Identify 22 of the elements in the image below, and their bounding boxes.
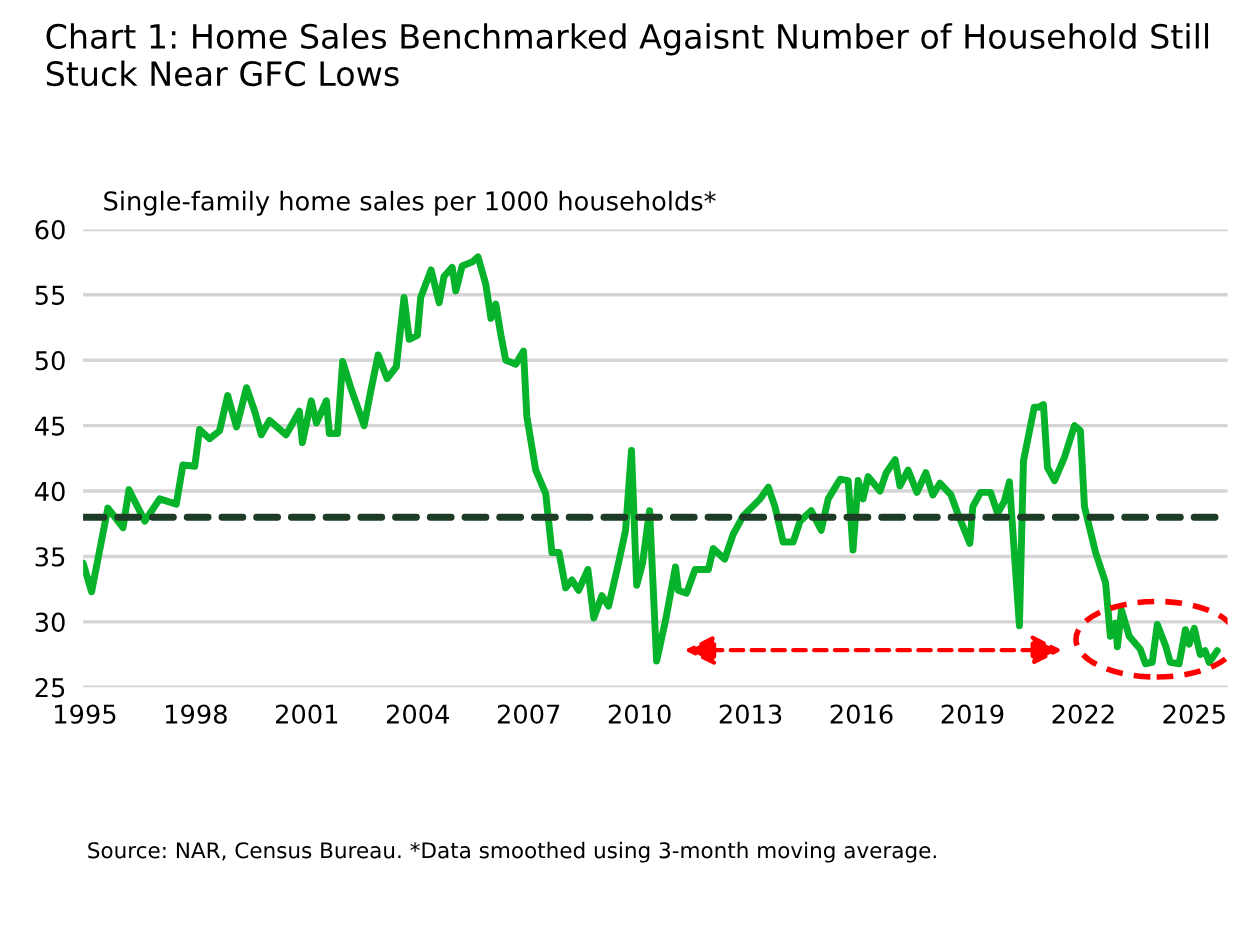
y-axis-title: Single-family home sales per 1000 households*	[104, 190, 716, 216]
x-tick-label: 2001	[275, 704, 338, 724]
x-tick-label: 2022	[1052, 704, 1114, 724]
x-tick-label: 2004	[386, 704, 449, 724]
x-tick-label: 2010	[608, 704, 671, 724]
x-tick-label: 2007	[497, 704, 560, 724]
x-tick-label: 2013	[719, 704, 782, 724]
x-tick-label: 1995	[55, 704, 116, 724]
chart-title: Chart 1: Home Sales Benchmarked Agaisnt Number of Household Still Stuck Near GFC Lows	[46, 23, 1209, 87]
x-tick-label: 2016	[830, 704, 893, 724]
y-tick-label: 60	[35, 220, 65, 240]
y-tick-label: 35	[35, 547, 65, 567]
y-tick-label: 45	[34, 416, 65, 436]
y-tick-label: 55	[35, 285, 65, 305]
y-tick-label: 40	[34, 481, 65, 502]
x-tick-label: 1998	[165, 704, 227, 724]
x-tick-label: 2019	[941, 704, 1004, 724]
y-tick-label: 30	[35, 612, 65, 632]
y-tick-label: 50	[35, 350, 65, 371]
source-note: Source: NAR, Census Bureau. *Data smoothed using 3-month moving average.	[88, 841, 936, 863]
y-tick-label: 25	[35, 677, 65, 698]
x-tick-label: 2025	[1163, 704, 1225, 724]
